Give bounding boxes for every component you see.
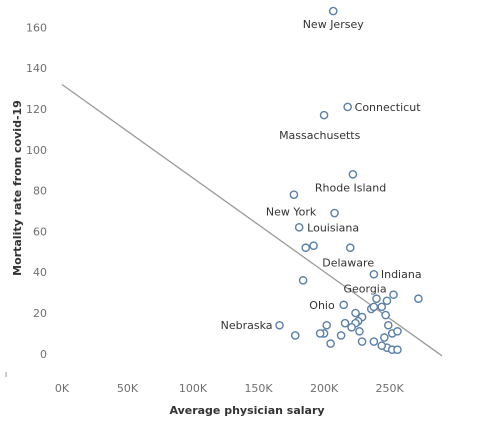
x-axis-title: Average physician salary [169, 404, 324, 417]
data-point [294, 223, 304, 232]
point-label: Massachusetts [279, 129, 361, 142]
data-point [393, 327, 402, 336]
y-tick-label: 140 [26, 62, 47, 75]
y-axis-ticks: 0 20 40 60 80 100 120 140 160 [26, 21, 47, 360]
data-point [319, 110, 329, 120]
data-point [298, 276, 308, 285]
data-point [383, 320, 393, 330]
point-label: New Jersey [303, 18, 365, 31]
point-labels: New Jersey Connecticut Massachusetts Rhode … [221, 18, 422, 332]
data-point [275, 320, 284, 330]
data-point [347, 322, 356, 332]
data-point [389, 290, 398, 299]
point-label: Georgia [343, 283, 386, 296]
y-tick-label: 20 [33, 307, 47, 320]
data-point [315, 329, 325, 338]
data-point [343, 102, 352, 112]
point-label: Ohio [309, 299, 335, 312]
data-point [290, 331, 300, 340]
y-tick-label: 0 [40, 348, 47, 361]
point-label: Nebraska [221, 319, 273, 332]
point-label: Delaware [322, 257, 374, 270]
x-tick-label: 200K [310, 382, 339, 395]
data-point [369, 302, 379, 312]
x-tick-label: 0K [55, 382, 70, 395]
data-point [377, 302, 387, 312]
point-label: Connecticut [355, 101, 422, 114]
data-point [369, 269, 379, 279]
data-point [339, 300, 349, 310]
x-tick-label: 100K [179, 382, 208, 395]
x-tick-label: 150K [244, 382, 273, 395]
trend-line [61, 83, 443, 357]
data-point [330, 208, 339, 218]
data-point [381, 310, 390, 320]
data-point [340, 318, 350, 328]
data-point [289, 190, 299, 199]
data-point [393, 345, 402, 355]
y-tick-label: 100 [26, 144, 47, 157]
y-tick-label: 80 [33, 185, 47, 198]
data-point [355, 327, 364, 336]
y-tick-label: 160 [26, 21, 47, 34]
data-point [336, 331, 346, 340]
data-point [382, 296, 392, 306]
point-label: Louisiana [307, 221, 359, 234]
data-point [345, 243, 355, 253]
data-point [372, 294, 381, 304]
y-tick-label: 60 [33, 225, 47, 238]
point-label: Rhode Island [315, 181, 386, 194]
data-point [328, 6, 338, 16]
point-label: Indiana [381, 268, 422, 281]
data-point [351, 308, 360, 318]
data-point [309, 241, 318, 250]
data-point [322, 320, 331, 330]
data-point [348, 169, 358, 179]
y-tick-label: 120 [26, 103, 47, 116]
data-point [326, 339, 335, 348]
data-point [369, 337, 379, 346]
x-axis-ticks: 0K 50K 100K 150K 200K 250K [55, 382, 405, 395]
y-tick-label: 40 [33, 266, 47, 279]
data-point [357, 337, 367, 346]
y-axis-title: Mortality rate from covid-19 [11, 100, 24, 276]
x-tick-label: 250K [375, 382, 404, 395]
data-point [301, 243, 311, 253]
data-points [275, 6, 423, 355]
x-tick-label: 50K [117, 382, 139, 395]
data-point [380, 333, 389, 342]
point-label: New York [266, 206, 317, 219]
data-point [414, 294, 423, 304]
data-point [377, 341, 387, 350]
